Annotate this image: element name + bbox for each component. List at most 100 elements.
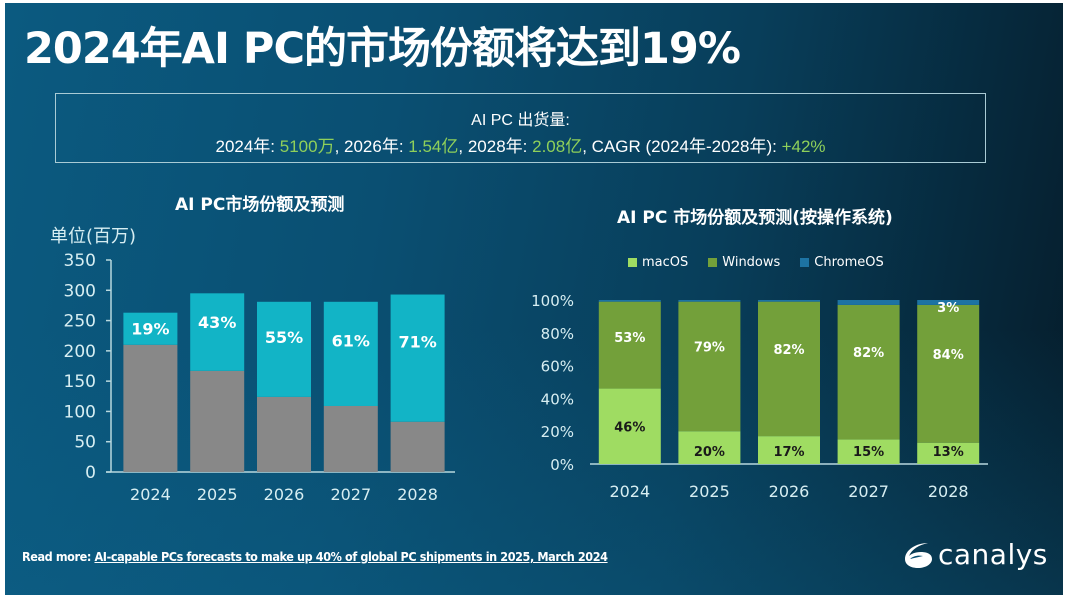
bar-windows [758, 301, 820, 437]
bar-non-ai-pc [390, 421, 445, 472]
summary-label-2024: 2024年: [215, 137, 280, 156]
bar-chromeos [758, 300, 820, 302]
summary-value-2026: 1.54亿 [408, 137, 459, 156]
bar-macos [837, 439, 900, 464]
bar-ai-pc [257, 301, 311, 397]
left-chart-x-tick-label: 2025 [197, 485, 238, 504]
bar-non-ai-pc [323, 405, 378, 472]
bar-chromeos [917, 300, 980, 305]
summary-value-2028: 2.08亿 [532, 137, 583, 156]
right-chart-x-tick-label: 2026 [769, 482, 810, 501]
left-chart-y-tick-label: 350 [64, 251, 96, 271]
canalys-logo: canalys [902, 538, 1048, 571]
right-chart-y-tick-label: 40% [541, 390, 574, 408]
bar-chromeos [678, 300, 741, 302]
legend-item-windows: Windows [708, 255, 780, 270]
macos-data-label: 15% [853, 445, 884, 460]
right-chart-y-tick-label: 20% [541, 423, 574, 441]
legend-label-macos: macOS [642, 255, 689, 270]
windows-data-label: 82% [853, 346, 884, 361]
bar-non-ai-pc [190, 370, 245, 472]
bar-macos [917, 442, 980, 464]
summary-label-2028: , 2028年: [458, 137, 533, 156]
right-chart-title: AI PC 市场份额及预测(按操作系统) [617, 208, 893, 228]
right-chart-x-tick-label: 2027 [848, 482, 889, 501]
left-chart-x-tick-label: 2024 [130, 485, 171, 504]
legend-label-windows: Windows [722, 255, 781, 270]
page-title: 2024年AI PC的市场份额将达到19% [24, 24, 741, 74]
left-chart-x-tick-label: 2027 [330, 485, 371, 504]
summary-values: 2024年: 5100万, 2026年: 1.54亿, 2028年: 2.08亿… [56, 132, 985, 157]
bar-data-label: 71% [398, 333, 436, 352]
right-chart-y-tick-label: 0% [550, 456, 574, 474]
footer-read-more: Read more: AI-capable PCs forecasts to m… [22, 549, 608, 564]
logo-text: canalys [938, 538, 1048, 571]
bar-windows [837, 304, 900, 440]
left-chart-title: AI PC市场份额及预测 [175, 195, 345, 215]
macos-data-label: 46% [614, 420, 645, 435]
footer-prefix: Read more: [22, 549, 95, 564]
legend-item-chromeos: ChromeOS [800, 255, 884, 270]
legend-label-chromeos: ChromeOS [814, 255, 884, 270]
bar-ai-pc [390, 294, 445, 422]
slide [5, 3, 1063, 595]
bar-data-label: 61% [332, 331, 370, 350]
canalys-swirl-icon [905, 542, 932, 568]
bar-ai-pc [123, 312, 178, 345]
legend-swatch-windows [708, 258, 718, 267]
summary-label-2026: , 2026年: [334, 137, 409, 156]
bar-macos [758, 436, 820, 464]
legend-swatch-macos [628, 258, 637, 267]
macos-data-label: 20% [694, 445, 725, 460]
chromeos-data-label: 3% [937, 301, 959, 316]
left-chart-y-tick-label: 150 [64, 372, 96, 392]
windows-data-label: 82% [773, 343, 804, 358]
right-chart-y-tick-label: 100% [531, 292, 574, 310]
summary-heading: AI PC 出货量: [471, 112, 570, 129]
bar-chromeos [598, 300, 661, 302]
macos-data-label: 17% [773, 445, 804, 460]
bar-macos [598, 388, 661, 464]
windows-data-label: 79% [694, 340, 725, 355]
summary-value-2024: 5100万 [279, 137, 335, 156]
right-chart-legend: macOS Windows ChromeOS [628, 255, 884, 270]
left-chart-y-tick-label: 300 [64, 281, 96, 301]
right-chart-y-tick-label: 80% [541, 325, 574, 343]
legend-item-macos: macOS [628, 255, 688, 270]
windows-data-label: 53% [614, 331, 645, 346]
bar-windows [598, 301, 661, 389]
legend-swatch-chromeos [800, 258, 810, 267]
right-chart-x-tick-label: 2025 [689, 482, 730, 501]
bar-windows [678, 301, 741, 432]
bar-data-label: 19% [131, 320, 169, 339]
bar-data-label: 55% [265, 328, 303, 347]
bar-macos [678, 431, 741, 464]
right-chart-y-tick-label: 60% [541, 358, 574, 376]
left-chart-x-tick-label: 2028 [397, 485, 438, 504]
left-chart-y-tick-label: 0 [85, 463, 96, 483]
bar-windows [917, 304, 980, 443]
left-chart-y-tick-label: 250 [64, 312, 96, 332]
windows-data-label: 84% [933, 348, 964, 363]
bar-ai-pc [190, 293, 245, 371]
left-chart-y-tick-label: 100 [64, 402, 96, 422]
summary-label-cagr: , CAGR (2024年-2028年): [582, 137, 782, 156]
left-chart-x-tick-label: 2026 [264, 485, 305, 504]
shipment-summary-box: AI PC 出货量: 2024年: 5100万, 2026年: 1.54亿, 2… [55, 93, 986, 163]
footer-article-link[interactable]: AI-capable PCs forecasts to make up 40% … [94, 549, 608, 564]
slide-background [5, 3, 1063, 595]
macos-data-label: 13% [933, 445, 964, 460]
bar-ai-pc [323, 301, 378, 406]
right-chart-x-tick-label: 2024 [609, 482, 650, 501]
left-chart-y-axis-label: 单位(百万) [50, 226, 137, 247]
bar-non-ai-pc [123, 344, 178, 472]
summary-value-cagr: +42% [781, 137, 826, 156]
bar-non-ai-pc [257, 396, 311, 472]
left-chart-y-tick-label: 200 [64, 342, 96, 362]
bar-chromeos [837, 300, 900, 305]
right-chart-x-tick-label: 2028 [928, 482, 969, 501]
bar-data-label: 43% [198, 313, 236, 332]
left-chart-y-tick-label: 50 [74, 433, 96, 453]
